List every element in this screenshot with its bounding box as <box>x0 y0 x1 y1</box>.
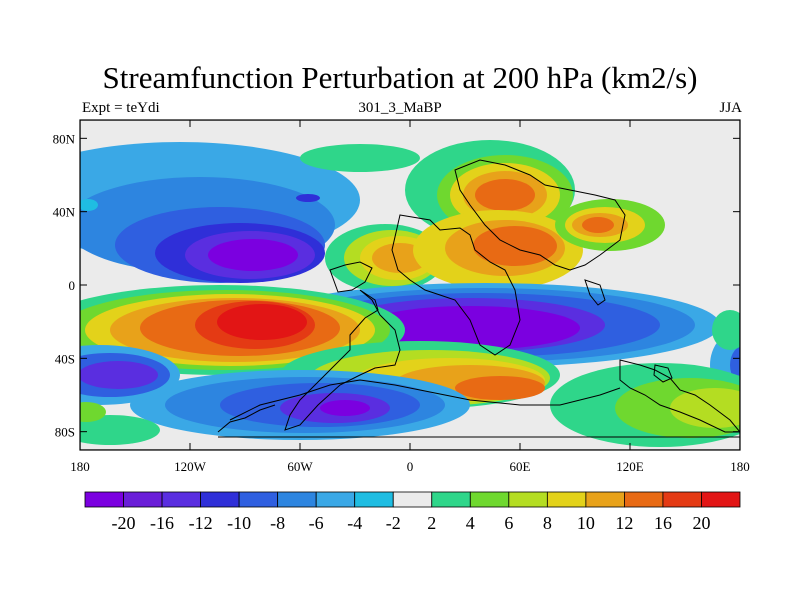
colorbar-swatch <box>624 491 664 508</box>
colorbar-label: 20 <box>692 513 710 533</box>
feature-eastern-pacific-high <box>80 285 405 375</box>
chart-title: Streamfunction Perturbation at 200 hPa (… <box>102 60 698 95</box>
colorbar-label: 2 <box>427 513 436 533</box>
season-label: JJA <box>719 100 742 116</box>
x-tick-label: 120W <box>174 459 207 474</box>
colorbar-label: -6 <box>309 513 324 533</box>
colorbar-label: 12 <box>615 513 633 533</box>
x-tick-label: 60E <box>510 459 531 474</box>
colorbar-swatch <box>161 491 201 508</box>
colorbar-label: -16 <box>150 513 174 533</box>
colorbar-label: 16 <box>654 513 672 533</box>
contour-field <box>80 120 740 450</box>
colorbar-label: -10 <box>227 513 251 533</box>
colorbar-swatch <box>469 491 510 508</box>
y-tick-label: 80N <box>53 131 76 146</box>
x-tick-label: 180 <box>730 459 750 474</box>
colorbar-label: -20 <box>112 513 136 533</box>
colorbar-swatch <box>238 491 279 508</box>
colorbar-swatch <box>200 491 240 508</box>
colorbar-swatch <box>277 491 317 508</box>
y-tick-label: 40S <box>55 351 75 366</box>
colorbar-swatch <box>662 491 702 508</box>
y-axis: 80N 40N 0 40S 80S <box>53 131 740 440</box>
colorbar-label: -8 <box>270 513 285 533</box>
colorbar-swatch <box>315 491 356 508</box>
colorbar-label: 8 <box>543 513 552 533</box>
colorbar-swatch <box>431 491 471 508</box>
colorbar-swatch <box>585 491 625 508</box>
colorbar: -20 -16 -12 -10 -8 -6 -4 -2 2 4 6 8 10 12 16 20 <box>84 491 741 533</box>
colorbar-swatch <box>508 491 548 508</box>
feature-tropical-pacific-low <box>80 142 360 283</box>
feature-southern-ocean-lows <box>80 330 740 440</box>
colorbar-label: -12 <box>189 513 213 533</box>
colorbar-swatch <box>392 491 433 508</box>
y-tick-label: 80S <box>55 425 75 440</box>
feature-southern-ridges <box>80 310 740 447</box>
colorbar-label: 10 <box>577 513 595 533</box>
colorbar-label: -2 <box>386 513 401 533</box>
colorbar-swatch <box>546 491 587 508</box>
colorbar-label: 4 <box>466 513 475 533</box>
colorbar-label: -4 <box>347 513 362 533</box>
case-label: 301_3_MaBP <box>358 100 442 116</box>
y-tick-label: 40N <box>53 205 76 220</box>
x-tick-label: 120E <box>616 459 644 474</box>
experiment-label: Expt = teYdi <box>82 100 160 116</box>
x-tick-label: 60W <box>287 459 313 474</box>
x-tick-label: 0 <box>407 459 414 474</box>
feature-eurasia-ridges <box>300 140 665 292</box>
coastlines <box>217 159 740 438</box>
colorbar-swatch <box>701 491 741 508</box>
colorbar-label: 6 <box>504 513 513 533</box>
colorbar-swatch <box>123 491 163 508</box>
x-axis: 180 120W 60W 0 60E 120E 180 <box>70 120 750 474</box>
colorbar-swatch <box>84 491 124 508</box>
x-tick-label: 180 <box>70 459 90 474</box>
colorbar-swatch <box>354 491 394 508</box>
y-tick-label: 0 <box>69 278 76 293</box>
